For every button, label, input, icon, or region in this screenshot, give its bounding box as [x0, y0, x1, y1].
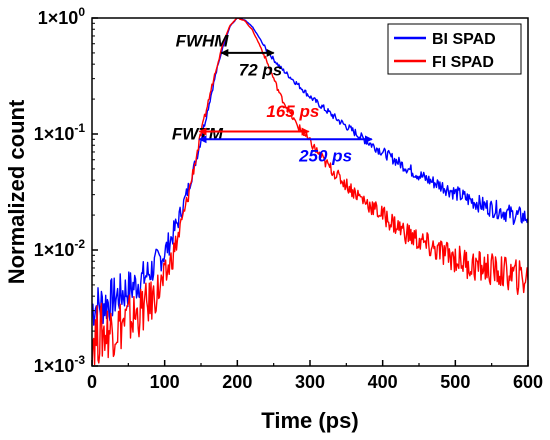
annotation-label: 165 ps — [266, 102, 319, 121]
x-tick-label: 600 — [513, 372, 543, 392]
x-tick-label: 100 — [150, 372, 180, 392]
legend-box — [387, 23, 522, 75]
legend-label-fi-spad: FI SPAD — [432, 54, 494, 71]
y-tick-label: 1×10-1 — [34, 121, 86, 144]
y-tick-label: 1×100 — [38, 5, 86, 28]
x-tick-label: 500 — [440, 372, 470, 392]
x-axis-title: Time (ps) — [261, 408, 358, 433]
x-tick-label: 400 — [368, 372, 398, 392]
annotation-label: FWTM — [172, 124, 224, 143]
series-line-bi-spad — [92, 18, 528, 327]
axes-layer: 0 100 200 300 400 500 600 1×10-3 1×10-2 1×10-1 1×1… — [34, 5, 543, 392]
legend-label-bi-spad: BI SPAD — [432, 31, 496, 48]
y-tick-label: 1×10-2 — [34, 237, 86, 260]
x-tick-label: 0 — [87, 372, 97, 392]
y-axis-title: Normalized count — [4, 99, 29, 284]
series-layer — [92, 18, 528, 366]
series-line-fi-spad — [92, 18, 528, 366]
y-tick-label: 1×10-3 — [34, 353, 86, 376]
annotation-label: FWHM — [176, 31, 230, 50]
x-tick-label: 300 — [295, 372, 325, 392]
annotation-label: 250 ps — [298, 146, 352, 165]
legend: BI SPAD FI SPAD — [387, 23, 522, 75]
x-tick-label: 200 — [222, 372, 252, 392]
annotation-layer: FWHM 72 ps FWTM 165 ps 250 ps — [172, 31, 373, 165]
annotation-label: 72 ps — [239, 60, 282, 79]
